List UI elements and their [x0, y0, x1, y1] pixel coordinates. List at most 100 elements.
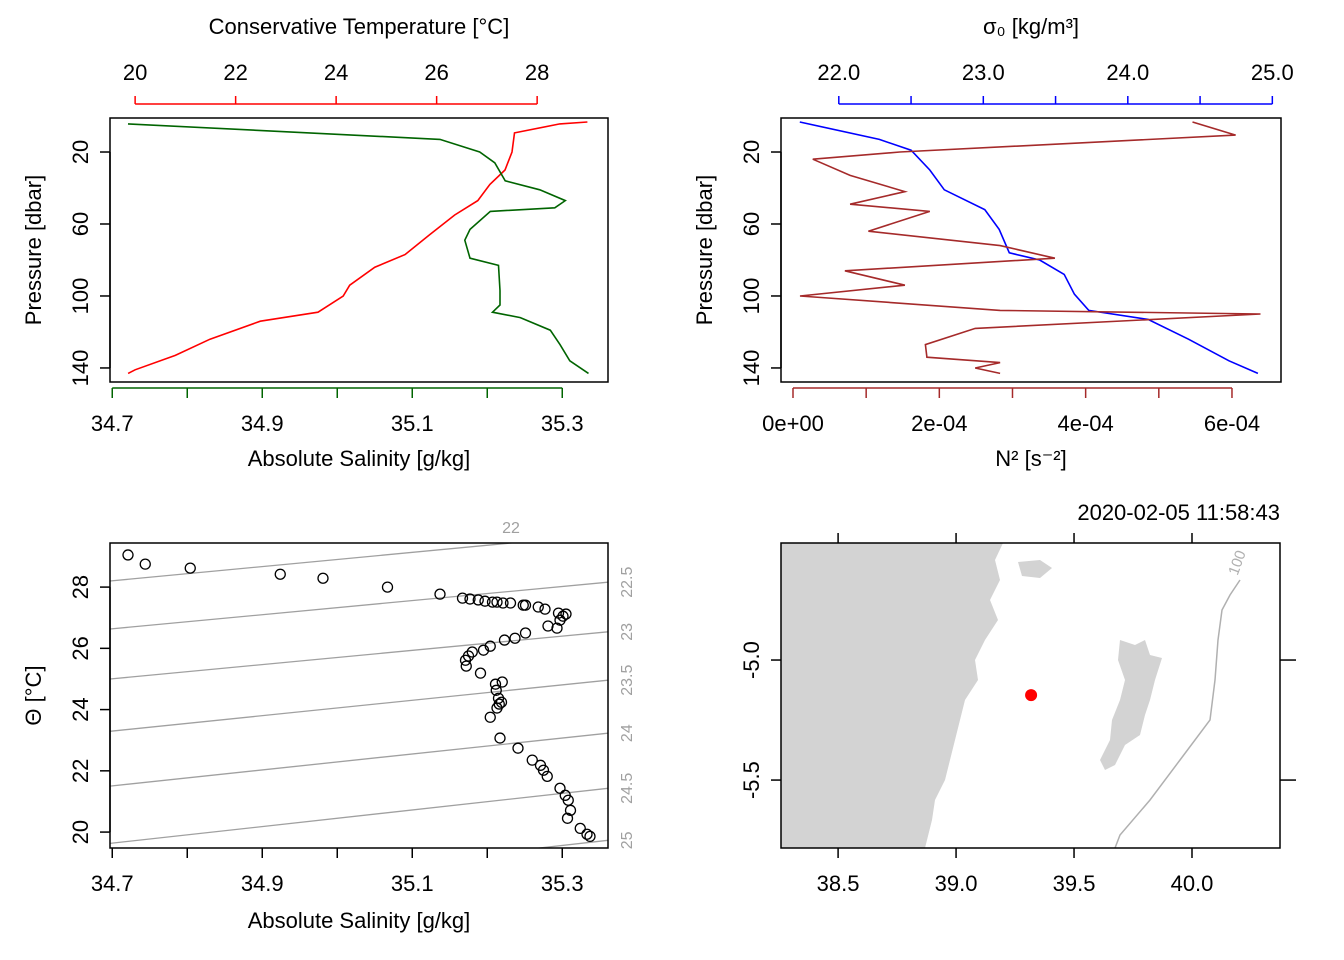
x-tick-label: 2e-04 [911, 411, 967, 436]
ts-point [581, 828, 593, 840]
ts-point [512, 742, 524, 754]
isopycnal-label: 23 [619, 623, 636, 641]
y-tick-label: -5.0 [739, 641, 764, 679]
isopycnal [110, 581, 608, 630]
ts-point [381, 581, 394, 593]
y-tick-label: 28 [68, 575, 93, 599]
y-tick-label: -5.5 [739, 761, 764, 799]
x-tick-label: 35.3 [541, 871, 584, 896]
x-tick-label: 28 [525, 60, 549, 85]
ts-point [526, 754, 538, 766]
ts-point [474, 667, 487, 679]
x-tick-label: 35.1 [391, 411, 434, 436]
profile-line [799, 121, 1261, 375]
isopycnal-label: 22.5 [619, 567, 636, 598]
isopycnal [110, 732, 608, 787]
ts-point [564, 804, 577, 816]
ts-point [139, 558, 151, 570]
map-title: 2020-02-05 11:58:43 [1077, 500, 1280, 525]
isopycnal-label: 25 [619, 831, 636, 849]
ts-point [317, 572, 329, 584]
islet [1018, 560, 1052, 578]
y-tick-label: 22 [68, 759, 93, 783]
y-tick-label: 140 [68, 350, 93, 387]
ts-point [484, 711, 496, 723]
x-tick-label: 25.0 [1251, 60, 1294, 85]
ts-point [497, 597, 509, 609]
ts-point [517, 599, 529, 611]
isopycnal [110, 631, 608, 680]
x-tick-label: 22.0 [817, 60, 860, 85]
x-axis-title: Conservative Temperature [°C] [209, 14, 510, 39]
ts-point [122, 549, 134, 561]
y-tick-label: 26 [68, 636, 93, 660]
ts-point [560, 608, 572, 620]
ts-point [519, 599, 532, 611]
y-axis-title: Θ [°C] [21, 665, 46, 725]
ts-point [456, 592, 469, 604]
ts-point [519, 627, 532, 639]
x-tick-label: 4e-04 [1058, 411, 1114, 436]
isopycnal-label: 24.5 [619, 773, 636, 804]
land [781, 543, 1003, 848]
isopycnal-label: 23.5 [619, 665, 636, 696]
ts-point [489, 678, 502, 690]
x-tick-label: 39.0 [935, 871, 978, 896]
ts-point [466, 646, 478, 658]
profile-line [127, 123, 589, 375]
y-tick-label: 20 [739, 140, 764, 164]
plot-frame [780, 117, 1282, 383]
y-axis-title: Pressure [dbar] [692, 175, 717, 325]
y-tick-label: 140 [739, 350, 764, 387]
ts-point [472, 594, 484, 606]
isopycnal [110, 543, 518, 582]
x-tick-label: 0e+00 [762, 411, 824, 436]
isopycnal-label: 22 [502, 520, 520, 537]
plot-frame [780, 542, 1281, 849]
ts-point [484, 640, 496, 652]
ts-point [459, 654, 472, 666]
ts-point [460, 660, 472, 672]
x-tick-label: 39.5 [1053, 871, 1096, 896]
ts-point [539, 603, 551, 615]
ts-point [494, 732, 506, 744]
station [1025, 689, 1038, 702]
x-tick-label: 38.5 [817, 871, 860, 896]
x-tick-label: 22 [223, 60, 247, 85]
y-tick-label: 60 [68, 212, 93, 236]
ts-point [554, 614, 566, 626]
x-tick-label: 35.1 [391, 871, 434, 896]
ts-point [479, 595, 491, 607]
y-tick-label: 100 [68, 278, 93, 315]
ts-point [554, 782, 566, 794]
ts-point [532, 601, 544, 613]
y-tick-label: 20 [68, 140, 93, 164]
ts-point [464, 593, 476, 605]
map-layers [781, 543, 1241, 848]
ts-point [184, 562, 196, 574]
isopycnal [110, 787, 608, 845]
x-axis-title: Absolute Salinity [g/kg] [248, 446, 471, 471]
profile-line [799, 121, 1259, 375]
x-tick-label: 40.0 [1171, 871, 1214, 896]
ts-point [274, 568, 286, 580]
x-tick-label: 34.7 [91, 871, 134, 896]
x-tick-label: 20 [123, 60, 147, 85]
ts-point [434, 588, 446, 600]
x-axis-title: N² [s⁻²] [995, 446, 1067, 471]
y-axis-title: Pressure [dbar] [21, 175, 46, 325]
y-tick-label: 100 [739, 278, 764, 315]
ts-point [491, 596, 503, 608]
x-tick-label: 35.3 [541, 411, 584, 436]
ts-point [490, 684, 502, 696]
ts-point [541, 770, 553, 782]
x-tick-label: 6e-04 [1204, 411, 1260, 436]
ts-point [477, 644, 490, 656]
plot-frame [109, 117, 609, 383]
x-tick-label: 24.0 [1106, 60, 1149, 85]
y-tick-label: 60 [739, 212, 764, 236]
island [1100, 640, 1162, 770]
ts-point [574, 822, 586, 835]
isopycnal [110, 679, 608, 732]
